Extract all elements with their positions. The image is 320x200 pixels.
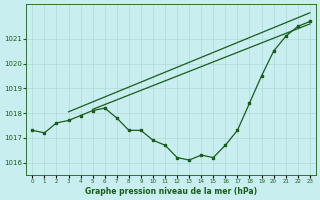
X-axis label: Graphe pression niveau de la mer (hPa): Graphe pression niveau de la mer (hPa): [85, 187, 257, 196]
